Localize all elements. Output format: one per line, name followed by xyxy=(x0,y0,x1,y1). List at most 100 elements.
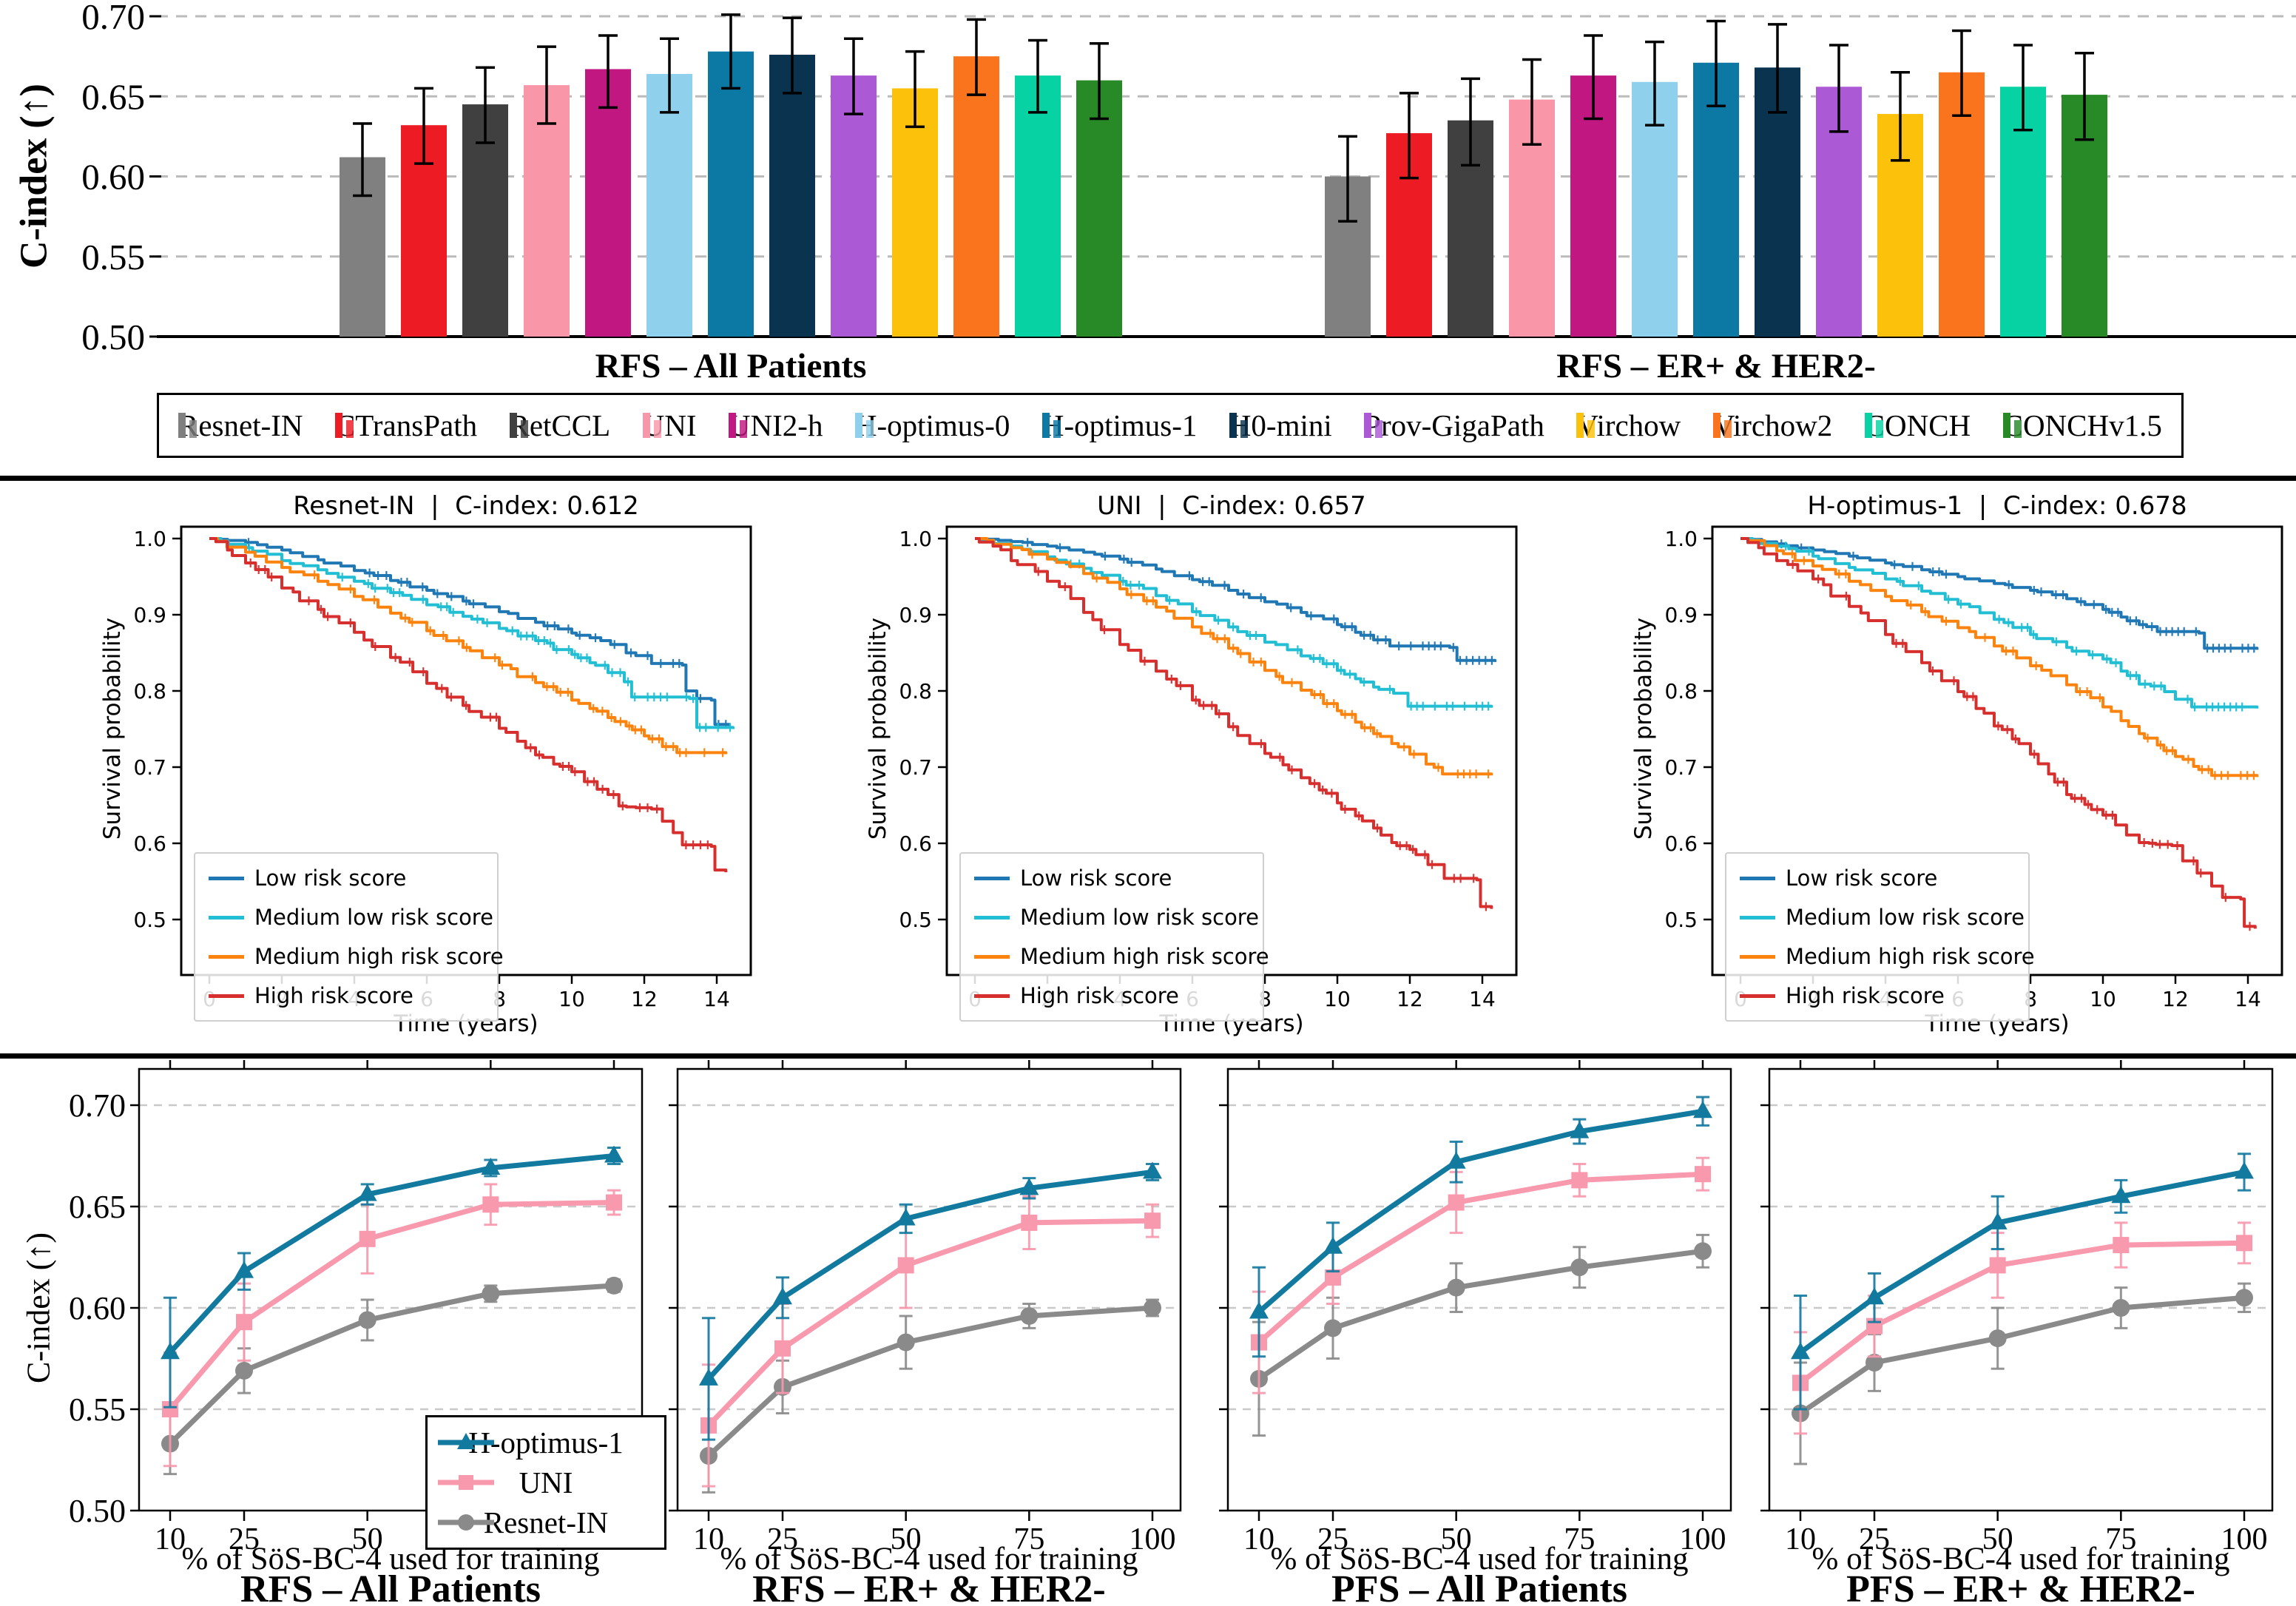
svg-text:0.50: 0.50 xyxy=(69,1493,126,1529)
svg-text:0.8: 0.8 xyxy=(1664,679,1698,704)
svg-text:0.60: 0.60 xyxy=(81,157,145,198)
svg-text:0.70: 0.70 xyxy=(69,1087,126,1124)
svg-text:14: 14 xyxy=(1469,987,1496,1011)
km-legend-item: High risk score xyxy=(1740,983,2015,1008)
bar-chart: 0.50 0.55 0.60 0.65 0.70 xyxy=(81,0,2296,357)
model-legend-item: CTransPath xyxy=(334,408,477,443)
model-legend-label: UNI xyxy=(642,408,697,442)
scaling-charts: 102550751000.500.550.600.650.70102550751… xyxy=(69,1060,2274,1556)
bar-pair-icon xyxy=(728,413,747,438)
scaling-x-label-2: % of SöS-BC-4 used for training xyxy=(720,1542,1138,1576)
svg-text:25: 25 xyxy=(1859,1522,1890,1556)
svg-text:0.9: 0.9 xyxy=(1664,603,1698,627)
model-legend-item: H-optimus-0 xyxy=(854,408,1010,443)
km-legend-item: Medium low risk score xyxy=(209,905,493,930)
km-legend-line-swatch xyxy=(1740,876,1775,880)
svg-text:0.9: 0.9 xyxy=(133,603,166,627)
scaling-legend-label: Resnet-IN xyxy=(483,1505,609,1539)
svg-text:25: 25 xyxy=(229,1522,260,1556)
bar-pair-icon xyxy=(2002,413,2022,438)
km-legend-label: Low risk score xyxy=(1786,866,1938,891)
scaling-legend-item: H-optimus-1 xyxy=(436,1425,655,1460)
km-legend-item: Medium low risk score xyxy=(1740,905,2025,930)
scaling-x-label-3: % of SöS-BC-4 used for training xyxy=(1270,1542,1689,1576)
bar-series-group-1 xyxy=(1325,19,2107,337)
km-title-hoptimus1: H-optimus-1 | C-index: 0.678 xyxy=(1807,491,2187,521)
scaling-legend-item: UNI xyxy=(436,1465,655,1500)
svg-text:50: 50 xyxy=(1982,1522,2013,1556)
scaling-title-rfs-all: RFS – All Patients xyxy=(240,1568,541,1606)
svg-text:50: 50 xyxy=(1441,1522,1472,1556)
km-risk-legend-3: Low risk score Medium low risk score Mediu… xyxy=(1725,852,2035,1022)
bar-pair-icon xyxy=(1576,413,1596,438)
bar-pair-icon xyxy=(1364,413,1383,438)
svg-text:1.0: 1.0 xyxy=(1664,527,1698,551)
svg-text:12: 12 xyxy=(631,987,658,1011)
svg-text:14: 14 xyxy=(703,987,730,1011)
model-legend-item: RetCCL xyxy=(509,408,610,443)
svg-text:0.7: 0.7 xyxy=(1664,755,1698,780)
svg-text:0.6: 0.6 xyxy=(1664,831,1698,856)
panel-divider-bottom xyxy=(0,1053,2296,1059)
svg-text:0.8: 0.8 xyxy=(133,679,166,704)
svg-text:1.0: 1.0 xyxy=(133,527,166,551)
km-legend-label: High risk score xyxy=(254,983,413,1008)
model-legend-label: Prov-GigaPath xyxy=(1364,408,1544,442)
scaling-legend-label: H-optimus-1 xyxy=(468,1426,624,1460)
model-legend-item: Virchow2 xyxy=(1712,408,1833,443)
svg-text:10: 10 xyxy=(1324,987,1351,1011)
svg-text:0.70: 0.70 xyxy=(81,0,145,37)
model-legend-item: UNI2-h xyxy=(728,408,823,443)
svg-text:75: 75 xyxy=(1564,1522,1595,1556)
model-legend-label: Virchow2 xyxy=(1712,408,1833,442)
km-legend-line-swatch xyxy=(974,915,1010,920)
bar-pair-icon xyxy=(509,413,528,438)
km-legend-line-swatch xyxy=(209,993,244,998)
km-legend-line-swatch xyxy=(1740,915,1775,920)
svg-text:0.60: 0.60 xyxy=(69,1290,126,1326)
model-legend-item: CONCH xyxy=(1864,408,1971,443)
svg-text:10: 10 xyxy=(693,1522,724,1556)
bar-pair-icon xyxy=(1041,413,1061,438)
svg-text:0.65: 0.65 xyxy=(81,76,145,117)
bar-series-group-0 xyxy=(340,13,1122,337)
km-legend-label: Medium low risk score xyxy=(254,905,493,930)
scaling-legend-item: Resnet-IN xyxy=(436,1505,655,1540)
km-y-axis-label-2: Survival probability xyxy=(865,617,891,840)
svg-text:14: 14 xyxy=(2235,987,2261,1011)
model-legend-item: Prov-GigaPath xyxy=(1364,408,1544,443)
bar-chart-y-axis-label: C-index (↑) xyxy=(13,84,55,269)
km-legend-item: Medium high risk score xyxy=(209,944,504,969)
km-legend-line-swatch xyxy=(974,954,1010,959)
bar-pair-icon xyxy=(1712,413,1732,438)
scaling-chart-3: 10 25 50 75 100 xyxy=(1760,1060,2274,1556)
svg-text:25: 25 xyxy=(767,1522,798,1556)
km-legend-label: Medium low risk score xyxy=(1020,905,1259,930)
bar-pair-icon xyxy=(642,413,661,438)
svg-text:0.7: 0.7 xyxy=(133,755,166,780)
svg-text:75: 75 xyxy=(2105,1522,2136,1556)
km-legend-line-swatch xyxy=(209,876,244,880)
bar-pair-icon xyxy=(854,413,874,438)
model-legend-item: Virchow xyxy=(1576,408,1681,443)
km-plots: 0.50.60.70.80.91.0024681012140.50.60.70.… xyxy=(133,525,2283,1011)
model-legend-label: H-optimus-0 xyxy=(854,408,1010,442)
km-legend-item: Medium high risk score xyxy=(974,944,1269,969)
model-legend-label: H-optimus-1 xyxy=(1041,408,1198,442)
svg-text:0.5: 0.5 xyxy=(899,908,932,932)
svg-text:100: 100 xyxy=(2221,1522,2268,1556)
scaling-legend: H-optimus-1 UNI Resnet-IN xyxy=(425,1415,666,1550)
scaling-x-label-4: % of SöS-BC-4 used for training xyxy=(1812,1542,2230,1576)
bar-pair-icon xyxy=(334,413,354,438)
km-legend-label: Low risk score xyxy=(1020,866,1172,891)
bar-group-label-rfs-erher2: RFS – ER+ & HER2- xyxy=(1556,347,1876,385)
svg-text:10: 10 xyxy=(2090,987,2116,1011)
svg-text:1.0: 1.0 xyxy=(899,527,932,551)
svg-text:100: 100 xyxy=(1680,1522,1726,1556)
model-legend-item: H0-mini xyxy=(1229,408,1332,443)
km-legend-line-swatch xyxy=(1740,993,1775,998)
svg-text:25: 25 xyxy=(1317,1522,1348,1556)
circle-marker-icon xyxy=(438,1514,494,1531)
model-legend-item: UNI xyxy=(642,408,697,443)
